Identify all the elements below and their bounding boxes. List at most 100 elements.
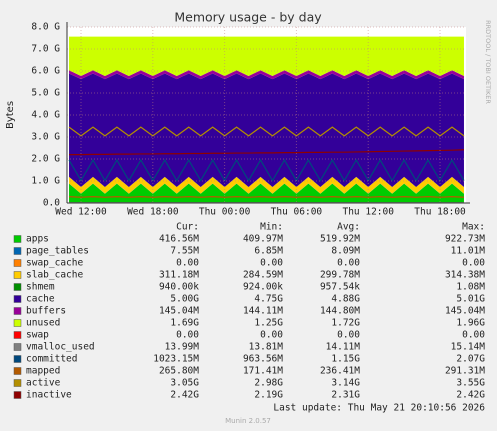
legend-swatch	[13, 283, 22, 291]
legend-stat: 236.41M	[320, 366, 360, 377]
plot	[68, 36, 465, 204]
legend-swatch	[13, 355, 22, 363]
legend-stat: 13.99M	[165, 342, 200, 353]
legend-stat: 416.56M	[159, 234, 199, 245]
y-tick-label: 8.0 G	[31, 22, 60, 33]
legend-stat: 1023.15M	[153, 354, 199, 365]
line	[68, 158, 465, 182]
x-tick-label: Thu 00:00	[199, 207, 251, 218]
legend-stat: 5.01G	[456, 294, 485, 305]
legend-swatch	[13, 247, 22, 255]
legend-label: swap	[26, 330, 49, 341]
area	[69, 36, 464, 76]
legend-stat: 0.00	[337, 258, 360, 269]
area	[69, 176, 464, 187]
legend-stat: 265.80M	[159, 366, 199, 377]
legend-stat: 2.19G	[254, 390, 283, 401]
legend-swatch	[13, 331, 22, 339]
legend-stat: 15.14M	[451, 342, 486, 353]
area	[69, 183, 464, 203]
legend-label: committed	[26, 354, 77, 365]
grid	[67, 26, 466, 204]
legend-stat: 1.96G	[456, 318, 485, 329]
legend-stat: 0.00	[260, 258, 283, 269]
legend-label: vmalloc_used	[26, 342, 95, 353]
side-text: RRDTOOL / TOBI OETIKER	[484, 20, 492, 104]
legend-stat: 2.42G	[170, 390, 199, 401]
legend-label: page_tables	[26, 246, 89, 257]
legend-swatch	[13, 391, 22, 399]
legend-label: slab_cache	[26, 270, 83, 281]
legend-column-header: Max:	[462, 222, 485, 233]
legend-stat: 1.72G	[331, 318, 360, 329]
x-tick-label: Wed 18:00	[127, 207, 179, 218]
legend: Cur: Min: Avg: Max: apps 416.56M 409.97M 519.92…	[13, 222, 486, 401]
y-tick-label: 5.0 G	[31, 88, 60, 99]
y-tick-label: 7.0 G	[31, 44, 60, 55]
legend-stat: 2.42G	[456, 390, 485, 401]
legend-stat: 957.54k	[320, 282, 360, 293]
chart-title: Memory usage - by day	[174, 10, 322, 25]
y-tick-label: 6.0 G	[31, 66, 60, 77]
legend-label: apps	[26, 234, 49, 245]
legend-swatch	[13, 235, 22, 243]
y-tick-label: 2.0 G	[31, 154, 60, 165]
legend-stat: 963.56M	[243, 354, 283, 365]
legend-stat: 2.98G	[254, 378, 283, 389]
legend-stat: 3.14G	[331, 378, 360, 389]
legend-label: shmem	[26, 282, 55, 293]
footer: Last update: Thu May 21 20:10:56 2026	[273, 403, 485, 414]
x-tick-label: Thu 18:00	[414, 207, 466, 218]
legend-stat: 1.15G	[331, 354, 360, 365]
legend-stat: 0.00	[176, 258, 199, 269]
legend-column-header: Min:	[260, 222, 283, 233]
legend-label: mapped	[26, 366, 60, 377]
legend-stat: 7.55M	[170, 246, 199, 257]
legend-stat: 11.01M	[451, 246, 486, 257]
legend-swatch	[13, 259, 22, 267]
area	[69, 70, 464, 80]
legend-stat: 922.73M	[445, 234, 485, 245]
legend-label: active	[26, 378, 61, 389]
legend-stat: 0.00	[462, 330, 485, 341]
legend-stat: 940.00k	[159, 282, 199, 293]
legend-stat: 2.07G	[456, 354, 485, 365]
legend-stat: 1.08M	[456, 282, 485, 293]
legend-stat: 314.38M	[445, 270, 485, 281]
legend-stat: 519.92M	[320, 234, 360, 245]
x-tick-label: Thu 06:00	[271, 207, 323, 218]
legend-stat: 3.05G	[170, 378, 199, 389]
legend-stat: 924.00k	[243, 282, 283, 293]
legend-stat: 1.25G	[254, 318, 283, 329]
legend-label: cache	[26, 294, 55, 305]
legend-stat: 14.11M	[326, 342, 361, 353]
legend-stat: 1.69G	[170, 318, 199, 329]
legend-label: unused	[26, 318, 60, 329]
legend-stat: 311.18M	[159, 270, 199, 281]
legend-stat: 171.41M	[243, 366, 283, 377]
x-tick-label: Wed 12:00	[55, 207, 107, 218]
legend-stat: 144.11M	[243, 306, 283, 317]
area	[69, 183, 464, 194]
x-tick-label: Thu 12:00	[342, 207, 394, 218]
legend-label: swap_cache	[26, 258, 83, 269]
line	[68, 126, 465, 137]
line	[68, 196, 465, 198]
legend-swatch	[13, 367, 22, 375]
area	[69, 176, 464, 194]
legend-stat: 5.00G	[170, 294, 199, 305]
legend-swatch	[13, 319, 22, 327]
line	[69, 149, 464, 156]
legend-label: buffers	[26, 306, 66, 317]
y-tick-label: 3.0 G	[31, 132, 60, 143]
legend-swatch	[13, 271, 22, 279]
legend-stat: 291.31M	[445, 366, 485, 377]
legend-stat: 2.31G	[331, 390, 360, 401]
legend-swatch	[13, 307, 22, 315]
legend-stat: 3.55G	[456, 378, 485, 389]
y-tick-label: 1.0 G	[31, 176, 60, 187]
legend-stat: 13.81M	[249, 342, 284, 353]
legend-stat: 145.04M	[159, 306, 199, 317]
